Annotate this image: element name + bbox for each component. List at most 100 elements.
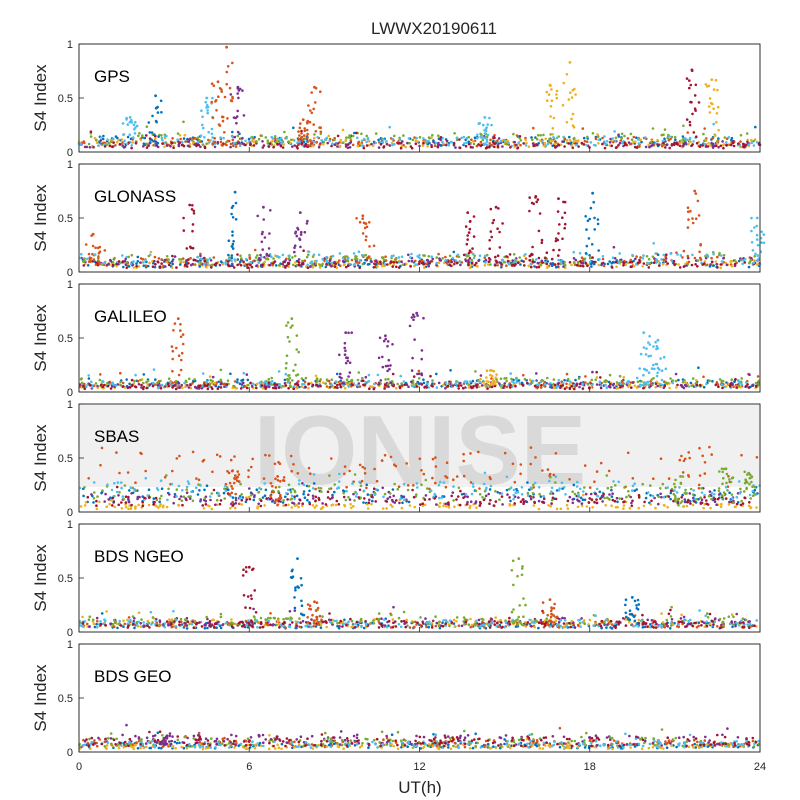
data-point (628, 261, 632, 264)
data-point (548, 472, 552, 476)
data-point (187, 258, 190, 261)
data-point (688, 86, 691, 90)
data-point (297, 502, 301, 505)
data-point (412, 318, 415, 322)
data-point (178, 133, 182, 137)
data-point (716, 255, 719, 259)
data-point (540, 238, 544, 242)
data-point (391, 372, 395, 376)
data-point (591, 370, 594, 374)
data-point (416, 486, 419, 489)
data-point (409, 145, 413, 148)
data-point (610, 495, 614, 498)
data-point (411, 488, 414, 492)
data-point (364, 375, 368, 379)
data-point (227, 139, 231, 143)
data-point (234, 502, 238, 505)
data-point (152, 261, 155, 265)
data-point (208, 257, 212, 260)
data-point (396, 382, 400, 386)
data-point (413, 136, 416, 139)
data-point (727, 475, 730, 478)
data-point (576, 480, 579, 484)
peak-point (747, 471, 751, 475)
data-point (278, 255, 281, 259)
peak-point (91, 232, 95, 236)
data-point (707, 494, 711, 498)
data-point (694, 83, 698, 87)
data-point (298, 126, 302, 130)
data-point (213, 145, 217, 149)
data-point (159, 479, 163, 483)
data-point (128, 120, 132, 124)
data-point (130, 253, 134, 257)
data-point (129, 262, 133, 266)
data-point (660, 258, 663, 261)
data-point (229, 507, 232, 510)
data-point (284, 259, 287, 262)
data-point (712, 122, 715, 126)
data-point (716, 142, 719, 145)
data-point (142, 261, 145, 264)
data-point (421, 502, 425, 506)
data-point (437, 141, 440, 145)
data-point (405, 262, 408, 266)
data-point (484, 146, 488, 150)
data-point (201, 123, 204, 127)
data-point (115, 485, 119, 489)
data-point (708, 97, 712, 100)
data-point (231, 230, 234, 233)
data-point (295, 348, 299, 351)
data-point (210, 132, 214, 136)
data-point (311, 383, 315, 387)
data-point (705, 382, 708, 386)
peak-point (415, 311, 419, 315)
data-point (680, 496, 683, 499)
data-point (647, 371, 651, 375)
data-point (482, 498, 486, 502)
data-point (575, 139, 579, 143)
data-point (185, 265, 189, 268)
data-point (249, 136, 253, 140)
data-point (472, 142, 476, 146)
data-point (147, 488, 151, 492)
data-point (218, 502, 222, 506)
data-point (148, 131, 152, 134)
data-point (372, 244, 376, 248)
data-point (485, 140, 489, 144)
data-point (561, 216, 564, 219)
data-point (687, 385, 691, 388)
data-point (157, 386, 160, 389)
data-point (265, 497, 268, 500)
data-point (509, 146, 512, 149)
data-point (344, 349, 347, 353)
data-point (270, 255, 273, 259)
data-point (238, 87, 242, 91)
data-point (444, 386, 447, 390)
data-point (449, 369, 452, 372)
data-point (191, 450, 195, 454)
data-point (714, 260, 718, 263)
data-point (368, 245, 371, 248)
data-point (756, 254, 759, 257)
data-point (171, 262, 174, 266)
data-point (230, 99, 234, 103)
data-point (239, 260, 242, 264)
data-point (503, 382, 507, 385)
data-point (303, 496, 307, 500)
data-point (448, 263, 452, 267)
data-point (241, 89, 244, 92)
data-point (564, 493, 567, 496)
data-point (333, 265, 337, 268)
data-point (381, 141, 385, 144)
data-point (280, 386, 283, 389)
data-point (695, 379, 698, 382)
data-point (578, 251, 582, 255)
data-point (352, 252, 356, 255)
data-point (610, 486, 613, 489)
data-point (166, 382, 170, 386)
data-point (572, 250, 575, 254)
data-point (206, 262, 209, 265)
data-point (113, 505, 117, 509)
data-point (236, 378, 239, 381)
